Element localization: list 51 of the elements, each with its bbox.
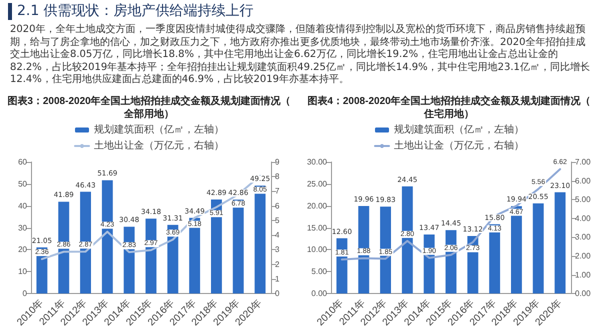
y2-tick-label: 2.00 (575, 251, 592, 260)
y-tick-label: 20.00 (306, 201, 328, 210)
y-tick-label: 0 (22, 289, 28, 298)
y2-tick-label: 7 (275, 186, 280, 196)
bar (80, 192, 91, 294)
legend-label: 规划建筑面积（亿㎡，左轴） (394, 124, 524, 136)
bar (380, 206, 391, 294)
y-tick-label: 50 (18, 179, 28, 188)
chart-title: 图表4：2008-2020年全国土地招拍挂成交金额及规划建面情况（住宅用地） (307, 95, 591, 120)
y-tick-label: 0.00 (311, 289, 328, 298)
bar (189, 218, 200, 294)
text: 2.1 供需现状：房地产供给端持续上行 (8, 3, 254, 20)
bar (102, 180, 113, 294)
legend-label: 土地出让金（万亿元，右轴） (94, 140, 224, 152)
y-tick-label: 25.00 (306, 179, 328, 188)
text: 2020年，全年土地成交方面，一季度因疫情封城使得成交骤降，但随着疫情得到控制以及宽松的货币环境下，商品房销售持续超预期，给与了房企拿地的信心，加之财政压力之下，地方政府亦推出更多优质地块，最终带动土地市场量价齐涨。2020全年招拍挂成交土地出让金8.05万亿，同比增长18.8%，其中住宅用地出让金6.62万亿，同比增长19.2%，住宅用地出让金占总出让金的 82.2%，占比较2019年基本持平；全年招拍挂出让规划建筑面积49.25亿㎡，同比增长14.9%，其中住宅用地23.1亿㎡，同比增长12.4%，住宅用地供应建面占总建面的46.9%，占比较2019年亦基本持平。 (10, 24, 590, 87)
bar (554, 192, 566, 294)
y2-tick-label: 5 (275, 216, 280, 225)
bar (511, 206, 522, 294)
y-tick-label: 60 (18, 158, 28, 166)
bar (211, 200, 222, 294)
y2-tick-label: 7.00 (575, 158, 592, 166)
bar (532, 203, 544, 294)
legend-label: 规划建筑面积（亿㎡，左轴） (94, 124, 224, 136)
y2-tick-label: 2 (275, 260, 280, 269)
y-tick-label: 5.00 (311, 267, 328, 276)
y2-tick-label: 5.00 (575, 195, 592, 204)
y2-tick-label: 6.00 (575, 176, 592, 186)
chart-title: 图表3：2008-2020年全国土地招拍挂成交金额及规划建面情况（全部用地） (7, 95, 291, 120)
y-tick-label: 30 (18, 223, 28, 232)
y-tick-label: 20 (18, 245, 28, 254)
y2-tick-label: 4 (275, 230, 280, 240)
y2-tick-label: 3.00 (575, 232, 592, 242)
y-tick-label: 10.00 (306, 245, 328, 254)
y2-tick-label: 0 (275, 289, 280, 298)
y2-tick-label: 1.00 (575, 270, 592, 280)
y2-tick-label: 3 (275, 245, 280, 254)
y2-tick-label: 4.00 (575, 214, 592, 223)
y2-tick-label: 1 (275, 274, 280, 284)
y2-tick-label: 8 (275, 172, 280, 182)
y2-tick-label: 6 (275, 201, 280, 210)
legend-label: 土地出让金（万亿元，右轴） (394, 140, 524, 152)
y-tick-label: 40 (18, 201, 28, 210)
y-tick-label: 30.00 (306, 158, 328, 166)
y-tick-label: 10 (18, 267, 28, 276)
y2-tick-label: 0.00 (575, 289, 592, 298)
bar (402, 186, 413, 294)
bar (489, 224, 500, 294)
bar (254, 186, 266, 294)
y-tick-label: 15.00 (306, 223, 328, 232)
y2-tick-label: 9 (275, 158, 280, 166)
